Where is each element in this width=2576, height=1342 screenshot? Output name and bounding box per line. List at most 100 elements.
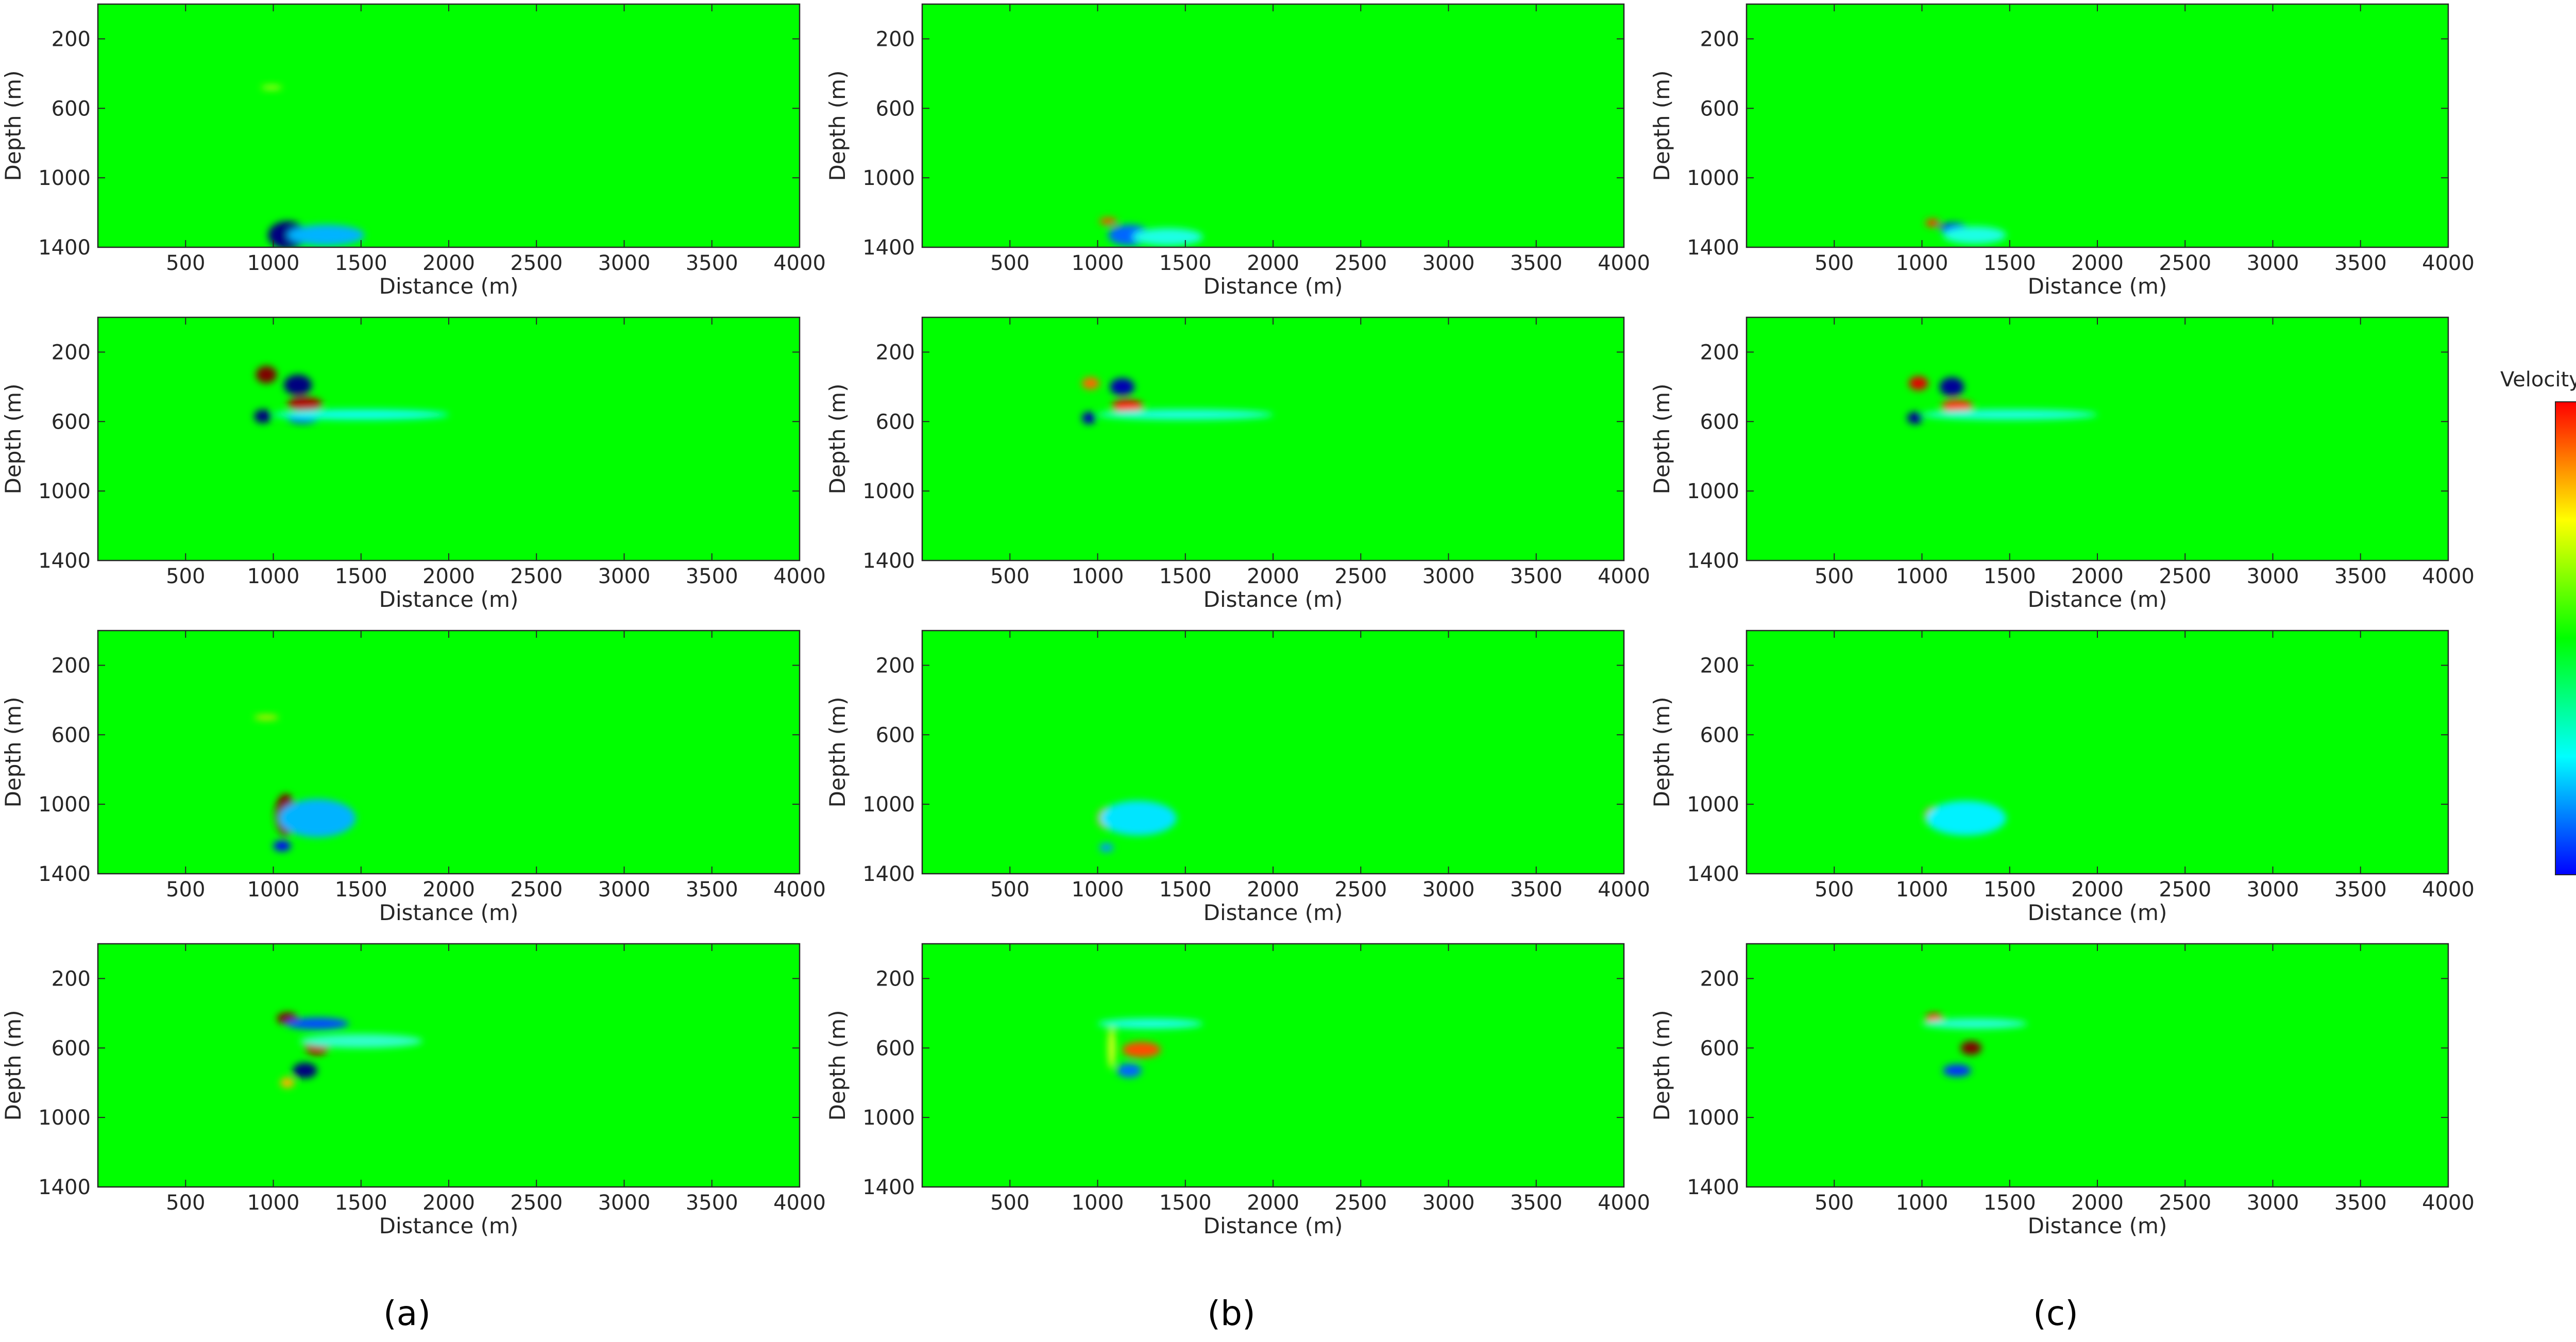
heatmap-anomaly [1132,228,1203,246]
heatmap-anomaly [293,1062,317,1079]
x-tick-label: 4000 [1598,251,1650,275]
x-tick-label: 1000 [1072,1191,1124,1215]
x-axis-label: Distance (m) [1204,1213,1343,1238]
panel-r1-c2: 500 1000 1500 2000 2500 3000 3500 4000 200 600 100… [825,3,1650,299]
heatmap-anomaly [1922,1018,2027,1029]
heatmap-background [922,4,1624,247]
x-tick-label: 2000 [422,565,475,588]
heatmap-anomaly [1925,801,2006,836]
x-tick-label: 2500 [1334,878,1387,902]
x-tick-label: 4000 [2422,565,2475,588]
x-tick-label: 3500 [1510,251,1563,275]
heatmap-anomaly [287,225,365,246]
y-tick-label: 1400 [862,549,915,573]
x-tick-label: 2000 [1247,565,1299,588]
x-tick-label: 3500 [686,1191,738,1215]
x-tick-label: 2500 [510,878,563,902]
x-tick-label: 2000 [2071,251,2124,275]
y-tick-label: 200 [1700,341,1739,364]
y-tick-label: 200 [52,654,91,677]
x-tick-label: 2000 [422,878,475,902]
x-tick-label: 1500 [335,878,387,902]
x-tick-label: 500 [1815,251,1854,275]
y-axis-label: Depth (m) [825,697,850,808]
y-tick-label: 1000 [862,793,915,817]
panel-r1-c1: 500 1000 1500 2000 2500 3000 3500 4000 200 600 100… [1,3,826,299]
y-tick-label: 1400 [38,1176,91,1199]
x-tick-label: 3000 [598,1191,651,1215]
heatmap-features [1924,801,2006,836]
x-tick-label: 3500 [686,251,738,275]
heatmap-anomaly [1960,1041,1982,1055]
x-tick-label: 500 [990,878,1029,902]
heatmap-anomaly [1909,376,1928,390]
y-tick-label: 1000 [38,1106,91,1130]
x-tick-label: 500 [1815,565,1854,588]
y-tick-label: 600 [1700,97,1739,121]
panel-r2-c3: 500 1000 1500 2000 2500 3000 3500 4000 200 600 100… [1649,316,2475,612]
heatmap-anomaly [1922,409,2098,420]
panel-r4-c2: 500 1000 1500 2000 2500 3000 3500 4000 200 600 100… [825,943,1650,1238]
x-tick-label: 2500 [510,1191,563,1215]
heatmap-features [1097,801,1177,852]
panel-r3-c3: 500 1000 1500 2000 2500 3000 3500 4000 200 600 100… [1649,630,2475,925]
panel-r3-c2: 500 1000 1500 2000 2500 3000 3500 4000 200 600 100… [825,630,1650,925]
y-axis-label: Depth (m) [1649,384,1674,495]
y-axis-label: Depth (m) [1,1010,26,1121]
x-tick-label: 1000 [247,251,300,275]
x-tick-label: 1500 [335,1191,387,1215]
heatmap-features [277,1012,422,1088]
heatmap-anomaly [1111,400,1143,412]
x-tick-label: 3000 [1422,1191,1475,1215]
x-tick-label: 3500 [686,878,738,902]
y-tick-label: 1400 [1687,236,1739,260]
heatmap-anomaly [284,375,312,396]
x-tick-label: 1500 [335,251,387,275]
y-tick-label: 600 [876,410,915,434]
y-tick-label: 1400 [1687,1176,1739,1199]
x-axis-label: Distance (m) [1204,900,1343,925]
y-tick-label: 1000 [862,166,915,190]
y-tick-label: 600 [52,410,91,434]
heatmap-anomaly [287,397,323,412]
y-tick-label: 1400 [38,549,91,573]
x-tick-label: 2000 [2071,1191,2124,1215]
x-tick-label: 2000 [2071,565,2124,588]
x-tick-label: 3500 [1510,565,1563,588]
y-axis-label: Depth (m) [1649,71,1674,181]
x-tick-label: 3500 [2334,878,2387,902]
heatmap-anomaly [254,715,279,720]
x-tick-label: 500 [990,565,1029,588]
x-tick-label: 1000 [1896,1191,1948,1215]
x-tick-label: 3000 [1422,878,1475,902]
heatmap-features [1081,377,1274,424]
heatmap-anomaly [280,1077,295,1088]
heatmap-features [1925,219,2006,244]
x-tick-label: 3000 [2247,1191,2299,1215]
colorbar-title: Velocity (m/s) [2500,368,2576,392]
x-tick-label: 2000 [422,251,475,275]
y-tick-label: 1400 [38,862,91,886]
x-tick-label: 2500 [2159,565,2211,588]
heatmap-background [1747,944,2448,1187]
x-tick-label: 1000 [1896,565,1948,588]
heatmap-anomaly [1081,377,1099,389]
heatmap-anomaly [261,86,282,90]
x-tick-label: 1500 [1159,1191,1212,1215]
y-axis-label: Depth (m) [825,1010,850,1121]
y-tick-label: 1400 [862,236,915,260]
heatmap-features [1907,376,2098,424]
x-axis-label: Distance (m) [379,274,519,299]
x-tick-label: 500 [166,878,205,902]
x-tick-label: 1000 [1072,878,1124,902]
y-tick-label: 600 [876,723,915,747]
heatmap-anomaly [1099,217,1117,225]
y-tick-label: 1400 [862,862,915,886]
x-tick-label: 3000 [1422,251,1475,275]
y-tick-label: 1000 [862,480,915,503]
x-tick-label: 2500 [2159,1191,2211,1215]
x-tick-label: 2000 [422,1191,475,1215]
x-tick-label: 4000 [773,878,826,902]
y-tick-label: 1000 [1687,793,1739,817]
y-tick-label: 600 [52,723,91,747]
